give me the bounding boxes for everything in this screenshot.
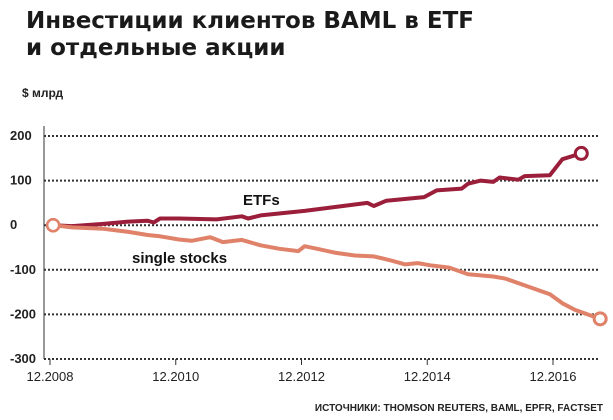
series-line-etfs (51, 151, 584, 229)
x-tick-label: 12.2008 (27, 369, 74, 384)
x-tick-label: 12.2014 (404, 369, 451, 384)
chart-title: Инвестиции клиентов BAML в ETF и отдельн… (26, 8, 605, 62)
x-tick-label: 12.2012 (278, 369, 325, 384)
series-label-etfs: ETFs (243, 192, 280, 209)
chart-title-line-1: Инвестиции клиентов BAML в ETF (26, 8, 474, 34)
y-tick-label: 100 (10, 173, 32, 188)
y-tick-label: -200 (10, 306, 36, 321)
chart-title-line-2: и отдельные акции (26, 35, 286, 61)
series-line-single-stocks (51, 223, 603, 321)
y-tick-label: 0 (10, 217, 17, 232)
series-label-single-stocks: single stocks (132, 250, 227, 267)
y-tick-label: -300 (10, 351, 36, 366)
y-tick-label: 200 (10, 128, 32, 143)
series-start-marker (45, 217, 61, 233)
series-end-marker (592, 311, 608, 327)
y-axis-label: $ млрд (22, 86, 64, 100)
y-tick-label: -100 (10, 262, 36, 277)
x-tick-label: 12.2010 (152, 369, 199, 384)
series-end-marker (573, 145, 589, 161)
x-tick-label: 12.2016 (530, 369, 577, 384)
source-note: ИСТОЧНИКИ: THOMSON REUTERS, BAML, EPFR, … (314, 403, 603, 414)
